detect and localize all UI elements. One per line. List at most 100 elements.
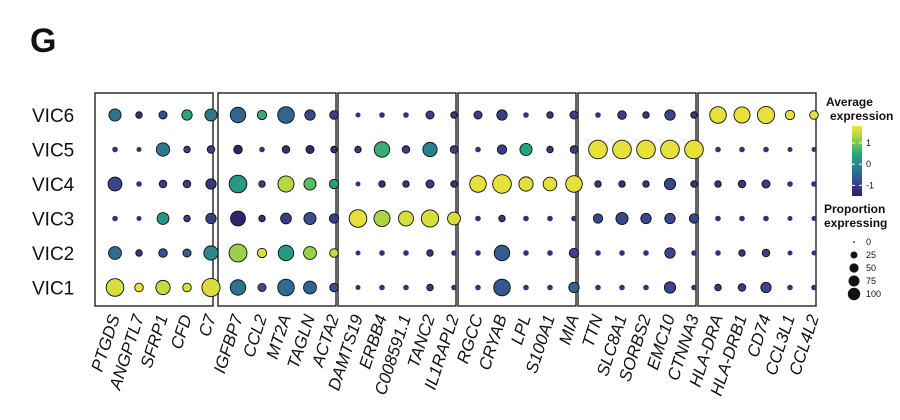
- dot: [203, 245, 219, 261]
- dot: [523, 215, 529, 222]
- dot: [136, 146, 142, 153]
- dot: [811, 284, 817, 291]
- dot: [204, 108, 218, 122]
- size-legend-title: Proportion: [824, 202, 885, 216]
- row-label: VIC3: [32, 210, 74, 231]
- dot: [640, 212, 652, 225]
- dot: [546, 111, 554, 119]
- dot: [373, 141, 391, 158]
- dot: [305, 144, 315, 155]
- dot: [595, 112, 601, 118]
- size-tick-label: 50: [866, 263, 876, 273]
- dot: [787, 250, 793, 256]
- dot: [426, 249, 434, 257]
- dot: [523, 284, 529, 291]
- dot: [378, 180, 386, 188]
- dot: [469, 175, 487, 193]
- dot: [738, 249, 746, 257]
- dot: [329, 282, 339, 293]
- dot: [492, 174, 512, 194]
- dot: [787, 215, 793, 222]
- dot: [739, 146, 745, 153]
- dot: [182, 282, 192, 293]
- dot: [450, 111, 458, 119]
- dot: [761, 248, 771, 258]
- color-legend-title: Average: [826, 95, 873, 109]
- dot: [595, 250, 601, 256]
- size-legend-dot: [850, 251, 858, 259]
- dot: [493, 278, 511, 297]
- dot: [618, 180, 626, 188]
- dot: [547, 284, 553, 291]
- dot: [737, 179, 747, 189]
- dot: [158, 248, 168, 258]
- dot: [569, 110, 579, 120]
- dot: [715, 146, 721, 153]
- dot: [811, 181, 817, 187]
- dot: [401, 145, 411, 154]
- dot: [228, 243, 248, 263]
- dot: [183, 145, 191, 154]
- dot: [664, 247, 676, 259]
- dot: [303, 280, 317, 295]
- dot: [496, 144, 508, 155]
- dot: [355, 181, 361, 187]
- dot: [714, 180, 722, 188]
- dot: [403, 250, 409, 256]
- size-legend-dot: [847, 287, 861, 301]
- dot: [206, 145, 216, 154]
- panel-label: G: [30, 22, 57, 60]
- dot: [108, 108, 122, 122]
- dot: [761, 179, 771, 189]
- dot: [155, 142, 171, 157]
- dot: [158, 110, 168, 120]
- dot: [355, 250, 361, 256]
- dot: [642, 180, 650, 188]
- dot: [229, 106, 247, 124]
- dot: [201, 277, 221, 298]
- row-labels: VIC6 VIC5 VIC4 VIC3 VIC2 VIC1: [32, 106, 75, 300]
- dot: [811, 250, 817, 256]
- gene-group-panel: [577, 92, 697, 307]
- size-tick-label: 0: [866, 237, 871, 247]
- dot: [135, 111, 143, 119]
- dot: [542, 176, 558, 192]
- dot: [420, 209, 440, 228]
- dot: [379, 250, 385, 256]
- gene-group-panel: [697, 92, 817, 307]
- dot: [493, 244, 511, 262]
- size-tick-label: 25: [866, 250, 876, 260]
- dot: [329, 110, 339, 120]
- dot: [156, 212, 170, 225]
- dot: [112, 146, 118, 153]
- dot: [760, 281, 772, 294]
- dot: [715, 250, 721, 256]
- dot: [398, 210, 414, 227]
- dot: [303, 246, 317, 260]
- dot: [182, 179, 192, 189]
- dot: [592, 213, 604, 224]
- dot: [714, 283, 722, 292]
- dot: [422, 141, 438, 158]
- dot: [619, 250, 625, 256]
- dot: [568, 247, 580, 259]
- dot: [663, 177, 677, 191]
- gene-group-panel: [337, 92, 457, 307]
- dot: [256, 247, 268, 259]
- color-tick-label: 1: [866, 138, 871, 148]
- dot: [787, 181, 793, 187]
- dot: [619, 284, 625, 291]
- size-tick-label: 100: [866, 289, 881, 299]
- dot: [329, 248, 339, 258]
- dot: [205, 212, 217, 225]
- color-legend-title: expression: [830, 109, 893, 123]
- row-label: VIC5: [32, 141, 74, 162]
- dot: [498, 214, 506, 223]
- dot: [475, 215, 481, 222]
- dot: [379, 284, 385, 291]
- dot: [811, 215, 817, 222]
- dot: [811, 146, 817, 153]
- dot: [281, 145, 291, 154]
- dot: [568, 281, 580, 294]
